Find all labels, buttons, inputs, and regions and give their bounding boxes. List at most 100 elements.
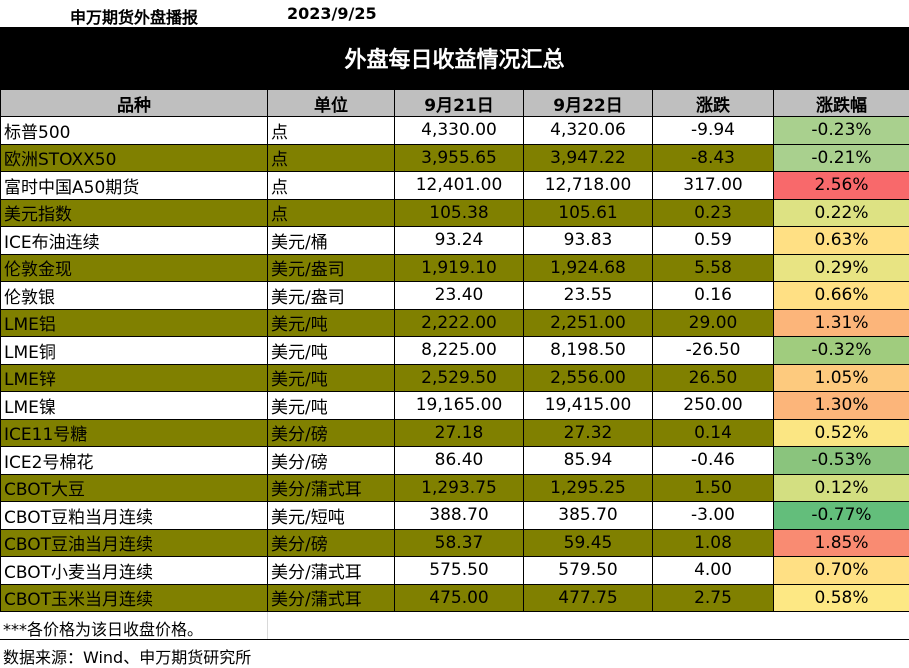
cell-change[interactable]: 1.50: [653, 474, 774, 502]
cell-unit[interactable]: 美元/吨: [268, 337, 395, 365]
cell-change[interactable]: -26.50: [653, 337, 774, 365]
cell-change[interactable]: 317.00: [653, 172, 774, 200]
cell-name[interactable]: CBOT豆粕当月连续: [1, 502, 268, 530]
col-header-curr[interactable]: 9月22日: [524, 90, 653, 117]
cell-prev-close[interactable]: 93.24: [395, 227, 524, 255]
cell-change-pct[interactable]: -0.23%: [774, 117, 909, 145]
cell-name[interactable]: 欧洲STOXX50: [1, 144, 268, 172]
cell-unit[interactable]: 美分/蒲式耳: [268, 584, 395, 612]
cell-name[interactable]: CBOT小麦当月连续: [1, 557, 268, 585]
cell-curr-close[interactable]: 27.32: [524, 419, 653, 447]
cell-prev-close[interactable]: 23.40: [395, 282, 524, 310]
cell-curr-close[interactable]: 23.55: [524, 282, 653, 310]
cell-change-pct[interactable]: 0.52%: [774, 419, 909, 447]
col-header-change[interactable]: 涨跌: [653, 90, 774, 117]
cell-change-pct[interactable]: 1.31%: [774, 309, 909, 337]
cell-change-pct[interactable]: -0.32%: [774, 337, 909, 365]
cell-prev-close[interactable]: 575.50: [395, 557, 524, 585]
cell-curr-close[interactable]: 105.61: [524, 199, 653, 227]
cell-change[interactable]: -3.00: [653, 502, 774, 530]
cell-change-pct[interactable]: 0.70%: [774, 557, 909, 585]
cell-unit[interactable]: 美元/短吨: [268, 502, 395, 530]
cell-unit[interactable]: 美分/磅: [268, 529, 395, 557]
cell-name[interactable]: 美元指数: [1, 199, 268, 227]
cell-name[interactable]: LME铝: [1, 309, 268, 337]
col-header-prev[interactable]: 9月21日: [395, 90, 524, 117]
cell-curr-close[interactable]: 93.83: [524, 227, 653, 255]
cell-change-pct[interactable]: -0.53%: [774, 447, 909, 475]
cell-curr-close[interactable]: 477.75: [524, 584, 653, 612]
cell-unit[interactable]: 美元/桶: [268, 227, 395, 255]
cell-curr-close[interactable]: 59.45: [524, 529, 653, 557]
cell-name[interactable]: LME锌: [1, 364, 268, 392]
cell-prev-close[interactable]: 2,529.50: [395, 364, 524, 392]
cell-unit[interactable]: 美分/蒲式耳: [268, 557, 395, 585]
cell-name[interactable]: 伦敦银: [1, 282, 268, 310]
cell-change-pct[interactable]: 1.05%: [774, 364, 909, 392]
cell-prev-close[interactable]: 27.18: [395, 419, 524, 447]
cell-change[interactable]: 26.50: [653, 364, 774, 392]
cell-unit[interactable]: 美元/吨: [268, 392, 395, 420]
cell-name[interactable]: ICE布油连续: [1, 227, 268, 255]
cell-change-pct[interactable]: 0.12%: [774, 474, 909, 502]
cell-prev-close[interactable]: 8,225.00: [395, 337, 524, 365]
cell-change-pct[interactable]: 1.85%: [774, 529, 909, 557]
cell-curr-close[interactable]: 2,556.00: [524, 364, 653, 392]
cell-change-pct[interactable]: 1.30%: [774, 392, 909, 420]
cell-curr-close[interactable]: 4,320.06: [524, 117, 653, 145]
cell-name[interactable]: 富时中国A50期货: [1, 172, 268, 200]
cell-prev-close[interactable]: 3,955.65: [395, 144, 524, 172]
cell-unit[interactable]: 点: [268, 117, 395, 145]
cell-name[interactable]: LME镍: [1, 392, 268, 420]
cell-change[interactable]: 2.75: [653, 584, 774, 612]
cell-curr-close[interactable]: 3,947.22: [524, 144, 653, 172]
cell-change[interactable]: 1.08: [653, 529, 774, 557]
cell-change[interactable]: 0.23: [653, 199, 774, 227]
cell-name[interactable]: ICE2号棉花: [1, 447, 268, 475]
cell-name[interactable]: 伦敦金现: [1, 254, 268, 282]
cell-change[interactable]: -0.46: [653, 447, 774, 475]
cell-unit[interactable]: 美元/吨: [268, 309, 395, 337]
cell-curr-close[interactable]: 579.50: [524, 557, 653, 585]
cell-name[interactable]: ICE11号糖: [1, 419, 268, 447]
cell-name[interactable]: 标普500: [1, 117, 268, 145]
cell-change[interactable]: 250.00: [653, 392, 774, 420]
cell-prev-close[interactable]: 58.37: [395, 529, 524, 557]
cell-change-pct[interactable]: -0.77%: [774, 502, 909, 530]
cell-unit[interactable]: 美分/磅: [268, 447, 395, 475]
cell-curr-close[interactable]: 1,924.68: [524, 254, 653, 282]
cell-curr-close[interactable]: 1,295.25: [524, 474, 653, 502]
col-header-name[interactable]: 品种: [1, 90, 268, 117]
cell-curr-close[interactable]: 8,198.50: [524, 337, 653, 365]
cell-curr-close[interactable]: 2,251.00: [524, 309, 653, 337]
cell-prev-close[interactable]: 86.40: [395, 447, 524, 475]
cell-change-pct[interactable]: 0.63%: [774, 227, 909, 255]
cell-unit[interactable]: 美元/盎司: [268, 254, 395, 282]
cell-prev-close[interactable]: 388.70: [395, 502, 524, 530]
cell-name[interactable]: LME铜: [1, 337, 268, 365]
cell-prev-close[interactable]: 4,330.00: [395, 117, 524, 145]
cell-curr-close[interactable]: 385.70: [524, 502, 653, 530]
col-header-pct[interactable]: 涨跌幅: [774, 90, 909, 117]
cell-change-pct[interactable]: 0.22%: [774, 199, 909, 227]
cell-change-pct[interactable]: 0.66%: [774, 282, 909, 310]
cell-change[interactable]: 0.16: [653, 282, 774, 310]
cell-prev-close[interactable]: 475.00: [395, 584, 524, 612]
cell-change-pct[interactable]: 0.29%: [774, 254, 909, 282]
cell-change[interactable]: -9.94: [653, 117, 774, 145]
cell-curr-close[interactable]: 85.94: [524, 447, 653, 475]
cell-unit[interactable]: 点: [268, 199, 395, 227]
cell-prev-close[interactable]: 105.38: [395, 199, 524, 227]
cell-curr-close[interactable]: 12,718.00: [524, 172, 653, 200]
cell-change[interactable]: 0.14: [653, 419, 774, 447]
cell-change-pct[interactable]: 0.58%: [774, 584, 909, 612]
cell-unit[interactable]: 美分/磅: [268, 419, 395, 447]
cell-name[interactable]: CBOT玉米当月连续: [1, 584, 268, 612]
cell-prev-close[interactable]: 19,165.00: [395, 392, 524, 420]
cell-change[interactable]: 5.58: [653, 254, 774, 282]
cell-unit[interactable]: 点: [268, 144, 395, 172]
cell-name[interactable]: CBOT大豆: [1, 474, 268, 502]
cell-change[interactable]: 4.00: [653, 557, 774, 585]
cell-curr-close[interactable]: 19,415.00: [524, 392, 653, 420]
cell-prev-close[interactable]: 1,293.75: [395, 474, 524, 502]
